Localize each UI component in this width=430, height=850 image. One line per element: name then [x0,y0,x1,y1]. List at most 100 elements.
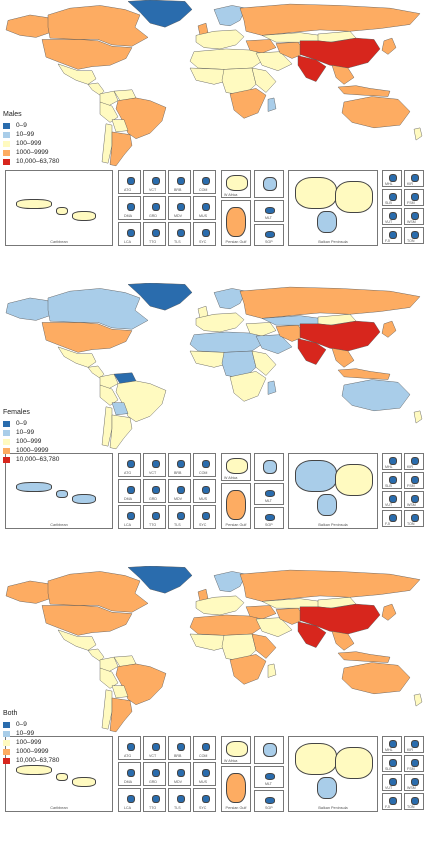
region-indonesia [337,651,391,663]
legend-row: 0–9 [3,121,93,130]
inset-code: TON [407,239,415,243]
inset-code: FJI [385,522,390,526]
island-jamaica [56,773,68,781]
inset-small-country: TLS [168,505,191,529]
inset-label-persian-gulf: Persian Gulf [225,523,247,527]
inset-pacific-country: VUT [382,208,402,225]
island-shape [389,174,397,182]
region-shape [317,494,337,516]
region-china [299,320,381,352]
inset-small-country: MUS [193,196,216,220]
island-shape [263,460,277,474]
region-arabia [255,334,293,354]
region-nz [413,410,423,424]
island-shape [177,486,185,494]
inset-w-africa: W Africa [221,736,251,764]
region-japan [381,37,397,55]
legend-label: 1000–9999 [16,748,49,755]
inset-code: VCT [149,188,157,192]
region-west-africa [189,67,231,85]
inset-caribbean: Caribbean [5,170,113,246]
legend-swatch [3,721,10,728]
inset-pacific-country: SLB [382,755,402,772]
inset-small-country: BRB [168,170,191,194]
inset-label-balkan: Balkan Peninsula [318,806,348,810]
inset-code: FJI [385,805,390,809]
island-hispaniola [72,494,96,504]
region-nz [413,127,423,141]
inset-code: ATG [124,754,132,758]
inset-label-w-africa: W Africa [224,476,238,480]
island-shape [177,512,185,520]
inset-small-country: LCA [118,788,141,812]
island-shape [177,203,185,211]
inset-code: VUT [385,220,393,224]
island-shape [265,207,275,214]
inset-mlt: MLT [254,483,284,505]
inset-code: COM [199,188,208,192]
inset-code: MHL [385,465,393,469]
inset-code: TTO [149,806,157,810]
island-shape [411,174,419,182]
inset-code: COM [199,471,208,475]
inset-code: SYC [199,806,207,810]
inset-small-country: VCT [143,453,166,477]
island-shape [202,795,210,803]
inset-code: SGP [265,806,273,810]
island-shape [411,495,419,503]
region-canada [47,5,149,47]
legend-label: 10,000–63,780 [16,158,60,165]
inset-code: MLT [265,782,272,786]
island-shape [177,795,185,803]
island-shape [127,460,135,468]
region-greenland [127,566,193,594]
region-shape [226,773,246,803]
island-shape [127,229,135,237]
region-canada [47,288,149,330]
inset-code: TLS [174,806,181,810]
inset-small-country: BRB [168,453,191,477]
inset-code: MDV [174,780,182,784]
inset-code: VCT [149,471,157,475]
legend-label: 0–9 [16,721,27,728]
island-shape [389,193,397,201]
inset-small-country: VCT [143,736,166,760]
inset-small-country: COM [193,736,216,760]
inset-code: LCA [124,523,131,527]
region-shape [226,490,246,520]
region-south-africa [229,654,267,685]
inset-small-country: BRB [168,736,191,760]
island-shape [152,460,160,468]
island-hispaniola [72,777,96,787]
region-australia [341,662,411,695]
inset-code: SLB [385,484,392,488]
island-shape [127,769,135,777]
legend-label: 10–99 [16,429,35,436]
region-colombia [99,373,119,390]
region-greenland [127,0,193,28]
world-map [5,0,423,167]
region-alaska [5,14,51,38]
legend-label: 10,000–63,780 [16,757,60,764]
inset-code: MLT [265,499,272,503]
legend-females: Females 0–9 10–99 100–999 1000–9999 10,0… [3,408,93,464]
inset-pacific-country: SLB [382,472,402,489]
island-shape [411,797,419,805]
island-shape [265,773,275,780]
region-mexico [57,629,97,651]
region-shape [295,743,337,775]
region-central-america [87,82,105,96]
island-shape [152,177,160,185]
legend-swatch [3,730,10,737]
region-alaska [5,580,51,604]
inset-small-country: GRD [143,479,166,503]
island-shape [265,797,275,804]
legend-label: 10–99 [16,131,35,138]
island-shape [389,231,397,239]
inset-code: WSM [407,220,416,224]
inset-pacific-country: FSM [404,472,424,489]
region-west-europe [195,312,245,333]
island-shape [411,193,419,201]
inset-maps: Caribbean ATG VCT BRB COM DMA GRD MDV MUS LCA TTO T… [5,453,425,533]
region-canada [47,571,149,613]
